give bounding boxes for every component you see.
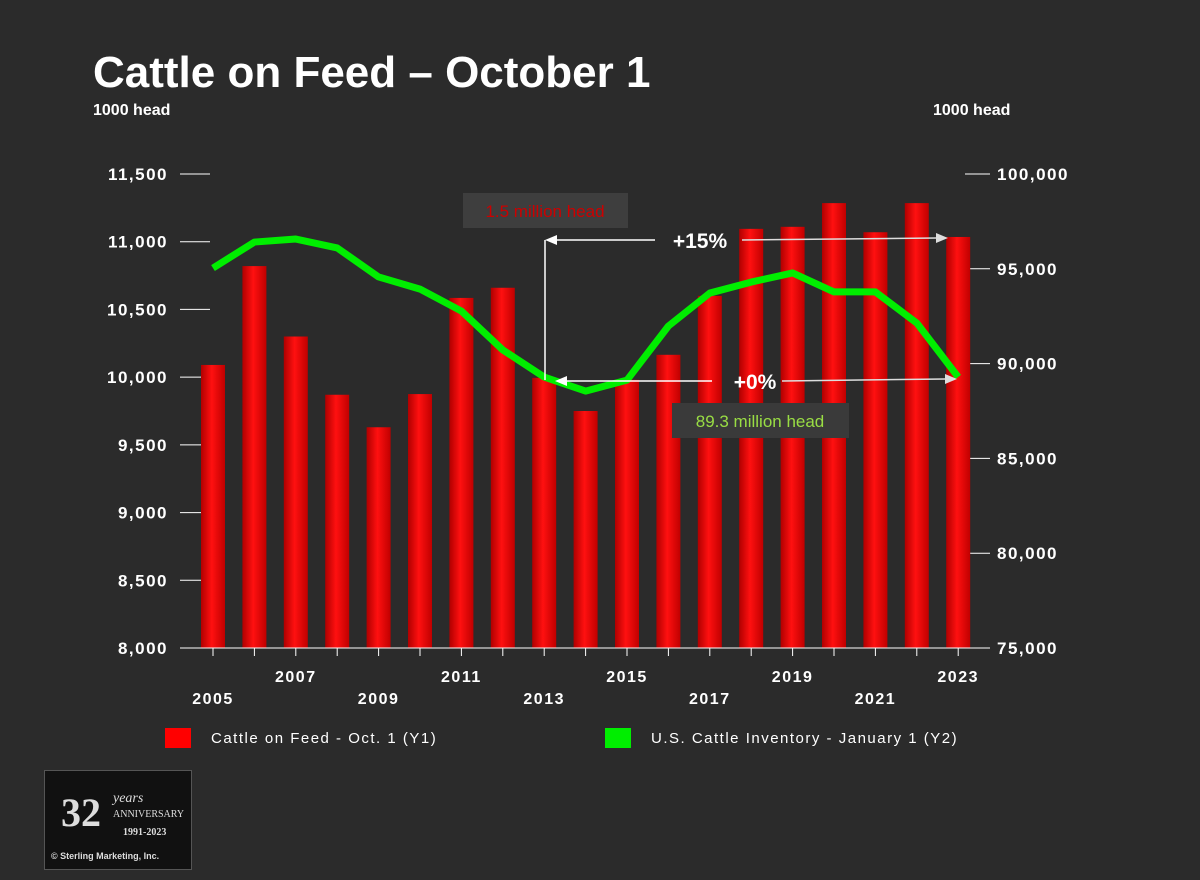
bar-change-label: +15% xyxy=(673,230,728,253)
arrowhead-icon xyxy=(555,376,567,386)
anniversary-logo: 32 years ANNIVERSARY 1991-2023 © Sterlin… xyxy=(44,770,192,870)
bar-2009 xyxy=(366,427,391,648)
legend-item-bars: Cattle on Feed - Oct. 1 (Y1) xyxy=(165,728,437,748)
x-tick-label: 2007 xyxy=(275,669,317,686)
x-tick-label: 2017 xyxy=(689,691,731,708)
chart-title: Cattle on Feed – October 1 xyxy=(93,48,651,97)
x-tick-label: 2015 xyxy=(606,669,648,686)
x-tick-label: 2021 xyxy=(855,691,897,708)
legend-label: Cattle on Feed - Oct. 1 (Y1) xyxy=(211,729,438,747)
left-tick-label: 10,500 xyxy=(107,300,168,319)
right-tick-label: 100,000 xyxy=(997,165,1069,184)
legend-label: U.S. Cattle Inventory - January 1 (Y2) xyxy=(651,729,959,747)
left-tick-label: 11,500 xyxy=(108,165,168,184)
legend-swatch-green xyxy=(605,728,631,748)
left-tick-label: 10,000 xyxy=(107,368,168,387)
bar-2022 xyxy=(904,203,929,649)
bar-2017 xyxy=(697,295,722,648)
right-axis-unit: 1000 head xyxy=(933,102,1011,119)
bar-2006 xyxy=(242,266,267,648)
x-tick-label: 2023 xyxy=(937,669,979,686)
logo-copyright: © Sterling Marketing, Inc. xyxy=(51,851,160,861)
right-tick-label: 95,000 xyxy=(997,260,1058,279)
legend-swatch-red xyxy=(165,728,191,748)
line-change-label: +0% xyxy=(734,371,777,394)
line-note-box xyxy=(672,403,849,438)
bar-note-text: 1.5 million head xyxy=(485,202,604,221)
bar-2011 xyxy=(449,297,474,648)
bar-2014 xyxy=(573,411,598,648)
arrowhead-icon xyxy=(545,235,557,245)
arrowhead-icon xyxy=(936,233,948,243)
logo-range: 1991-2023 xyxy=(123,827,167,838)
bar-2023 xyxy=(946,236,971,648)
left-axis-unit: 1000 head xyxy=(93,102,171,119)
left-tick-label: 9,500 xyxy=(118,436,168,455)
bar-2007 xyxy=(283,336,308,648)
bar-2016 xyxy=(656,354,681,648)
arrowhead-icon xyxy=(945,374,957,384)
inventory-line xyxy=(211,235,961,395)
bar-2013 xyxy=(532,377,557,648)
left-tick-label: 9,000 xyxy=(118,504,168,523)
right-tick-label: 85,000 xyxy=(997,449,1058,468)
left-tick-label: 8,000 xyxy=(118,639,168,658)
logo-years: years xyxy=(113,791,144,806)
legend-item-line: U.S. Cattle Inventory - January 1 (Y2) xyxy=(605,728,958,748)
left-tick-label: 11,000 xyxy=(108,233,168,252)
bar-2015 xyxy=(615,379,639,648)
bar-2005 xyxy=(201,364,225,648)
right-tick-label: 75,000 xyxy=(997,639,1058,658)
bar-2008 xyxy=(325,394,350,648)
logo-number: 32 xyxy=(61,790,101,835)
bar-2018 xyxy=(739,228,764,648)
right-tick-label: 90,000 xyxy=(997,355,1058,374)
bar-note-box xyxy=(463,193,628,228)
x-tick-label: 2009 xyxy=(358,691,400,708)
x-tick-label: 2019 xyxy=(772,669,814,686)
arrow-0-right xyxy=(781,378,946,382)
left-tick-label: 8,500 xyxy=(118,571,168,590)
x-tick-label: 2005 xyxy=(192,691,234,708)
right-tick-label: 80,000 xyxy=(997,544,1058,563)
line-note-text: 89.3 million head xyxy=(696,412,825,431)
logo-anniversary: ANNIVERSARY xyxy=(113,809,185,820)
x-tick-label: 2011 xyxy=(441,669,482,686)
bar-2010 xyxy=(408,394,432,648)
x-tick-label: 2013 xyxy=(523,691,565,708)
arrow-15-right xyxy=(741,237,938,241)
